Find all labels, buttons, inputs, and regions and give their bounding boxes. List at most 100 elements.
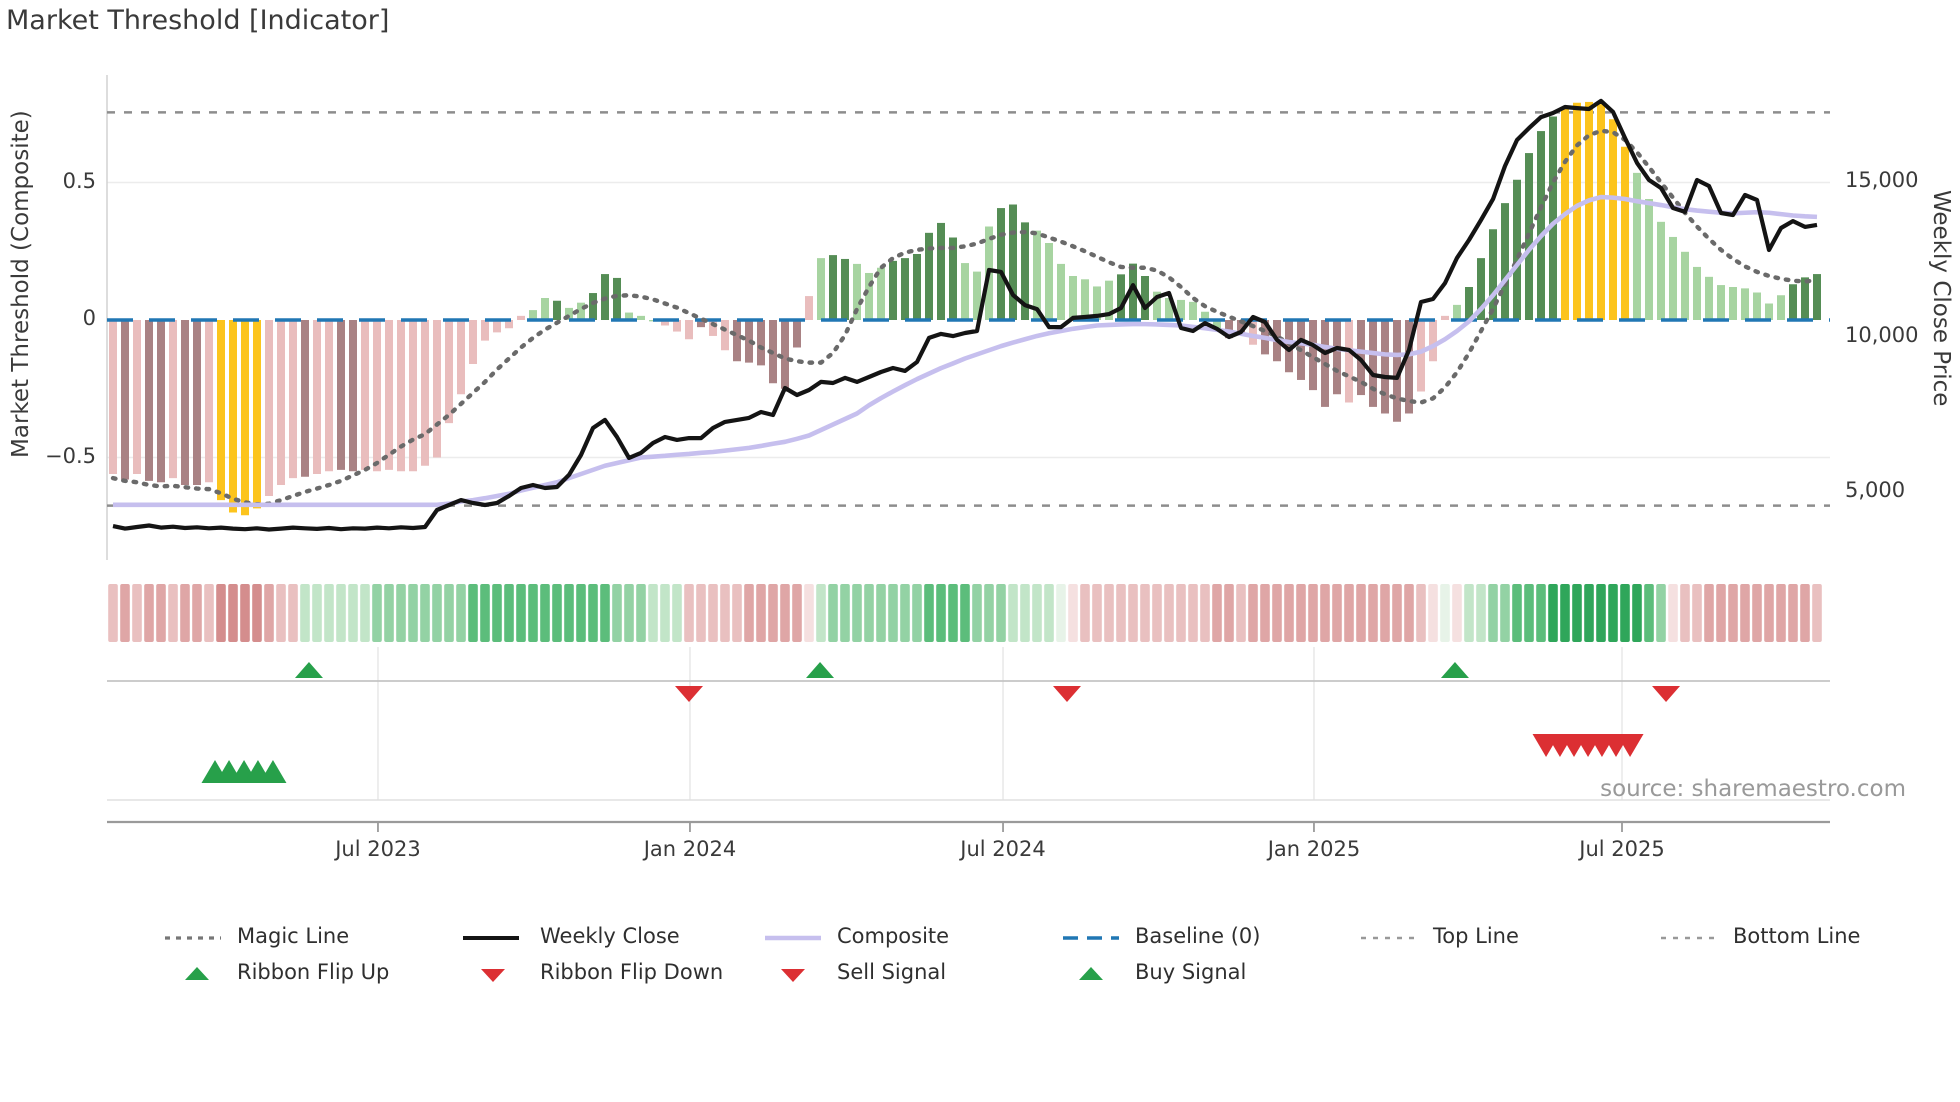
ribbon-cell [1284, 584, 1294, 642]
threshold-bar [1681, 251, 1689, 320]
x-axis-tick: Jul 2025 [1579, 837, 1665, 861]
legend-label: Bottom Line [1733, 924, 1861, 948]
ribbon-cell [336, 584, 346, 642]
threshold-bar [529, 310, 537, 320]
threshold-bar [1789, 284, 1797, 320]
threshold-bar [1153, 291, 1161, 320]
threshold-bar [1489, 229, 1497, 320]
threshold-bar [1177, 299, 1185, 320]
threshold-bar [397, 320, 405, 472]
threshold-bar [313, 320, 321, 474]
legend-triangle-up-icon [184, 961, 210, 991]
ribbon-cell [1572, 584, 1582, 642]
ribbon-cell [1428, 584, 1438, 642]
threshold-bar [541, 298, 549, 320]
legend-label: Magic Line [237, 924, 350, 948]
ribbon-cell [552, 584, 562, 642]
ribbon-cell [180, 584, 190, 642]
top-bottom-lines [107, 111, 1830, 507]
legend-line-icon [463, 925, 519, 955]
ribbon-cell [660, 584, 670, 642]
ribbon-cell [984, 584, 994, 642]
ribbon-cell [1608, 584, 1618, 642]
threshold-bar [673, 320, 681, 332]
ribbon-cell [1656, 584, 1666, 642]
ribbon-cell [864, 584, 874, 642]
ribbon-cell [540, 584, 550, 642]
ribbon-cell [168, 584, 178, 642]
ribbon-cell [1344, 584, 1354, 642]
threshold-bar [241, 320, 249, 516]
ribbon-cell [564, 584, 574, 642]
threshold-bar [1585, 101, 1593, 320]
legend-triangle-down-icon [480, 961, 506, 991]
x-axis-tick: Jul 2023 [335, 837, 421, 861]
threshold-bar [1705, 276, 1713, 320]
ribbon-cell [1536, 584, 1546, 642]
legend-label: Sell Signal [837, 960, 947, 984]
ribbon-cell [756, 584, 766, 642]
ribbon-cell [324, 584, 334, 642]
threshold-bar [469, 320, 477, 364]
threshold-bar [577, 302, 585, 320]
momentum-ribbon [108, 584, 1822, 642]
ribbon-cell [816, 584, 826, 642]
ribbon-cell [1512, 584, 1522, 642]
ribbon-cell [1056, 584, 1066, 642]
ribbon-flip-down-marker [1652, 686, 1681, 702]
threshold-bar [1237, 320, 1245, 334]
ribbon-cell [1584, 584, 1594, 642]
threshold-bar [1573, 102, 1581, 320]
threshold-bar [1801, 277, 1809, 320]
ribbon-cell [360, 584, 370, 642]
ribbon-cell [804, 584, 814, 642]
legend-triangle-down-icon [780, 961, 806, 991]
ribbon-cell [1128, 584, 1138, 642]
ribbon-cell [1692, 584, 1702, 642]
threshold-bar [1813, 274, 1821, 320]
ribbon-cell [768, 584, 778, 642]
ribbon-cell [1368, 584, 1378, 642]
ribbon-cell [1416, 584, 1426, 642]
x-axis-tick: Jul 2024 [960, 837, 1046, 861]
threshold-bar [277, 320, 285, 485]
threshold-bar [301, 320, 309, 477]
ribbon-cell [504, 584, 514, 642]
ribbon-cell [1488, 584, 1498, 642]
threshold-bar [1213, 320, 1221, 330]
ribbon-cell [876, 584, 886, 642]
threshold-bar [733, 320, 741, 362]
ribbon-cell [276, 584, 286, 642]
ribbon-cell [936, 584, 946, 642]
ribbon-cell [924, 584, 934, 642]
ribbon-cell [1272, 584, 1282, 642]
legend-label: Top Line [1433, 924, 1519, 948]
ribbon-flip-up-marker [1440, 662, 1469, 678]
ribbon-cell [1800, 584, 1810, 642]
ribbon-cell [960, 584, 970, 642]
ribbon-cell [1716, 584, 1726, 642]
threshold-bar [1405, 320, 1413, 414]
ribbon-cell [732, 584, 742, 642]
source-note: source: sharemaestro.com [1600, 776, 1906, 802]
buy-signal-marker [259, 760, 287, 783]
threshold-bar [265, 320, 273, 496]
threshold-bar [1093, 286, 1101, 320]
ribbon-cell [1140, 584, 1150, 642]
threshold-bar [445, 320, 453, 424]
left-axis-tick: −0.5 [45, 443, 96, 468]
ribbon-cell [420, 584, 430, 642]
ribbon-cell [1668, 584, 1678, 642]
ribbon-cell [300, 584, 310, 642]
ribbon-cell [288, 584, 298, 642]
ribbon-cell [624, 584, 634, 642]
threshold-bar [829, 255, 837, 320]
threshold-bars [109, 101, 1821, 516]
threshold-bar [385, 320, 393, 470]
threshold-bar [1345, 320, 1353, 403]
ribbon-cell [408, 584, 418, 642]
ribbon-cell [312, 584, 322, 642]
ribbon-cell [828, 584, 838, 642]
threshold-bar [373, 320, 381, 472]
